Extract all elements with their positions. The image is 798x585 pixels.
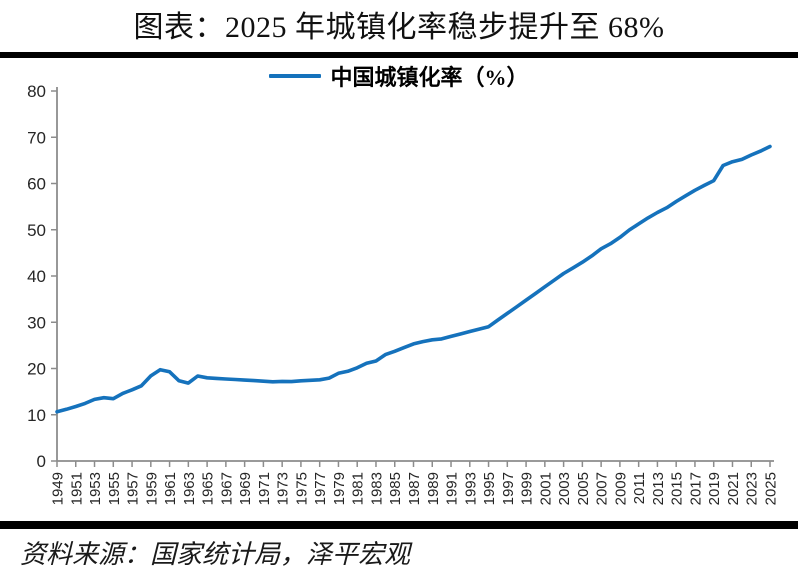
x-tick-label: 1973 xyxy=(275,472,292,505)
title-divider-rule xyxy=(0,52,798,58)
x-tick-label: 2009 xyxy=(612,472,629,505)
x-tick-label: 1999 xyxy=(519,472,536,505)
x-tick-label: 2025 xyxy=(763,472,780,505)
x-tick-label: 1955 xyxy=(106,472,123,505)
x-tick-label: 1985 xyxy=(387,472,404,505)
x-tick-label: 2011 xyxy=(631,472,648,504)
legend-line-swatch xyxy=(269,74,322,78)
series-line-urbanization-rate xyxy=(55,144,772,414)
y-tick-label: 60 xyxy=(27,175,46,194)
y-tick-label: 20 xyxy=(27,360,46,379)
x-tick-label: 1993 xyxy=(462,472,479,505)
x-tick-label: 1977 xyxy=(312,472,329,505)
y-tick-label: 0 xyxy=(37,452,46,471)
x-tick-label: 2007 xyxy=(594,472,611,505)
x-tick-label: 2013 xyxy=(650,472,667,505)
y-tick-label: 70 xyxy=(27,128,46,147)
x-tick-label: 1967 xyxy=(218,472,235,505)
x-tick-label: 1989 xyxy=(425,472,442,505)
x-tick-label: 2019 xyxy=(706,472,723,505)
x-tick-label: 1963 xyxy=(181,472,198,505)
x-tick-label: 1981 xyxy=(350,472,367,505)
x-tick-label: 2015 xyxy=(669,472,686,505)
y-tick-label: 80 xyxy=(27,82,46,101)
footer-divider-rule xyxy=(0,521,798,529)
x-tick-label: 1979 xyxy=(331,472,348,505)
x-tick-label: 2021 xyxy=(725,472,742,505)
page-title: 图表：2025 年城镇化率稳步提升至 68% xyxy=(133,11,665,44)
x-tick-label: 1971 xyxy=(256,472,273,505)
chart-legend: 中国城镇化率（%） xyxy=(0,61,798,91)
x-tick-label: 1983 xyxy=(368,472,385,505)
x-tick-label: 1969 xyxy=(237,472,254,505)
x-tick-label: 2005 xyxy=(575,472,592,505)
x-tick-label: 1995 xyxy=(481,472,498,505)
x-tick-label: 1997 xyxy=(500,472,517,505)
x-tick-label: 2023 xyxy=(744,472,761,505)
x-tick-label: 1959 xyxy=(143,472,160,505)
y-tick-label: 40 xyxy=(27,267,46,286)
x-tick-label: 1961 xyxy=(162,472,179,505)
x-tick-label: 1951 xyxy=(68,472,85,505)
x-tick-label: 1987 xyxy=(406,472,423,505)
x-tick-label: 1975 xyxy=(293,472,310,505)
x-tick-label: 1957 xyxy=(125,472,142,505)
x-tick-label: 2003 xyxy=(556,472,573,505)
x-tick-label: 1953 xyxy=(87,472,104,505)
data-source-note: 资料来源：国家统计局，泽平宏观 xyxy=(20,540,411,569)
legend-series-label: 中国城镇化率（%） xyxy=(330,65,529,90)
x-tick-label: 2001 xyxy=(537,472,554,505)
x-tick-label: 1991 xyxy=(444,472,461,505)
y-tick-label: 10 xyxy=(27,406,46,425)
x-tick-label: 1965 xyxy=(200,472,217,505)
y-tick-label: 50 xyxy=(27,221,46,240)
y-tick-label: 30 xyxy=(27,313,46,332)
x-tick-label: 1949 xyxy=(50,472,67,505)
x-tick-label: 2017 xyxy=(687,472,704,505)
